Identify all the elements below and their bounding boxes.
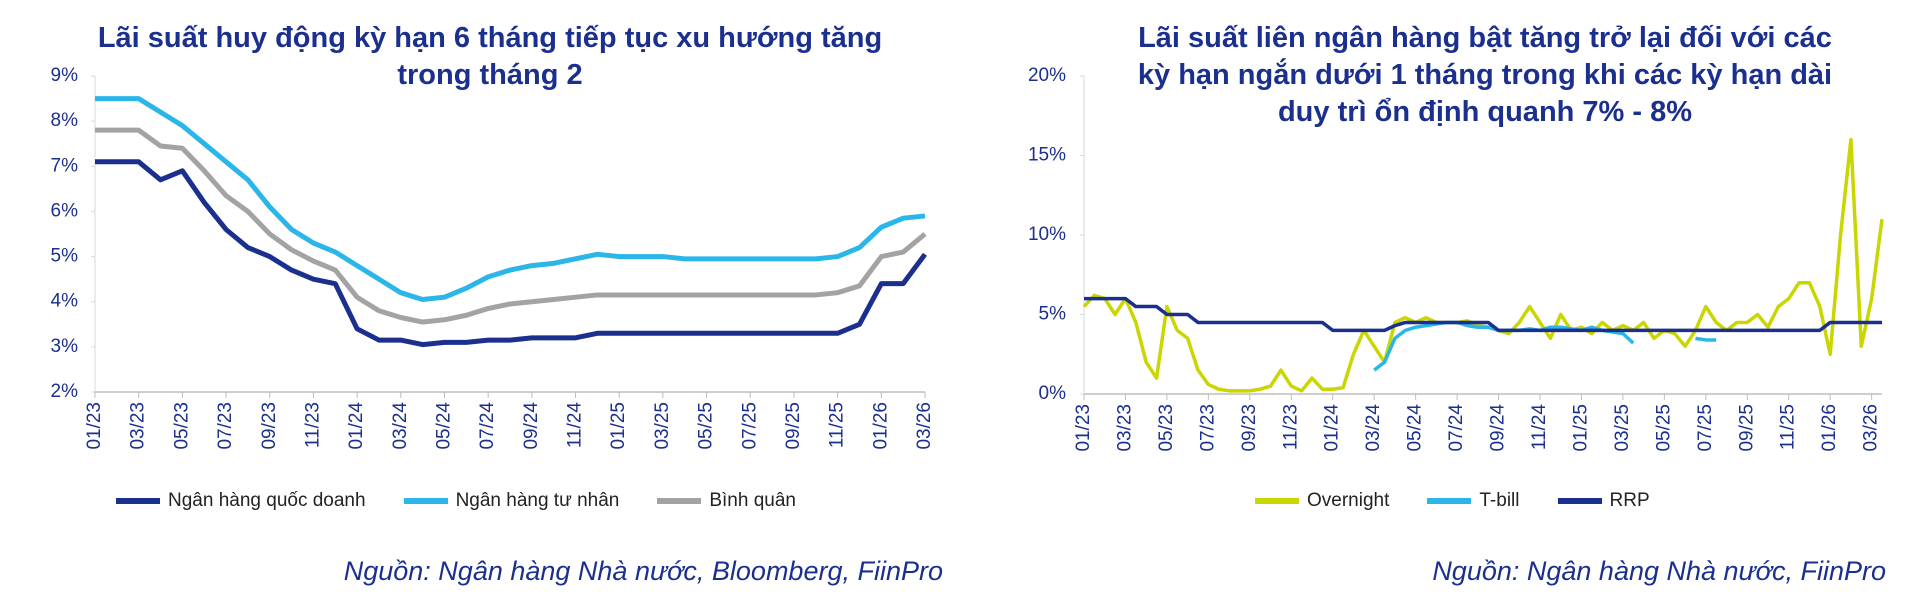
y-tick-label: 7% <box>51 155 79 176</box>
legend-swatch <box>1427 498 1472 504</box>
legend-item: Ngân hàng quốc doanh <box>116 490 366 512</box>
legend-swatch <box>1255 498 1299 504</box>
x-tick-label: 03/23 <box>128 402 149 450</box>
x-tick-label: 07/24 <box>1446 404 1467 452</box>
legend: Ngân hàng quốc doanh Ngân hàng tư nhân Bìn… <box>116 490 796 512</box>
x-tick-label: 05/23 <box>1156 404 1177 452</box>
legend-swatch <box>403 498 448 504</box>
x-tick-label: 03/26 <box>914 402 935 450</box>
x-tick-label: 03/25 <box>1612 404 1633 452</box>
x-tick-label: 07/25 <box>1695 404 1716 452</box>
y-tick-label: 4% <box>51 291 79 312</box>
x-tick-label: 09/25 <box>783 402 804 450</box>
x-tick-label: 07/23 <box>215 402 236 450</box>
legend-item: Ngân hàng tư nhân <box>403 490 620 512</box>
chart-title: Lãi suất huy động kỳ hạn 6 tháng tiếp tụ… <box>97 22 883 91</box>
x-tick-label: 01/25 <box>1570 404 1591 452</box>
x-tick-label: 05/24 <box>433 402 454 450</box>
y-tick-label: 20% <box>1028 65 1066 86</box>
x-tick-label: 05/25 <box>696 402 717 450</box>
legend-label: T-bill <box>1479 490 1520 511</box>
series-line <box>95 127 927 325</box>
x-tick-label: 03/25 <box>652 402 673 450</box>
y-tick-label: 5% <box>1039 304 1067 325</box>
x-tick-label: 03/23 <box>1114 404 1135 452</box>
x-tick-label: 05/23 <box>171 402 192 450</box>
x-tick-label: 07/25 <box>739 402 760 450</box>
x-tick-label: 09/23 <box>1239 404 1260 452</box>
source-note: Nguồn: Ngân hàng Nhà nước, Bloomberg, Fi… <box>343 556 943 586</box>
legend-item: Overnight <box>1255 490 1389 512</box>
x-tick-label: 05/24 <box>1405 404 1426 452</box>
legend-label: Overnight <box>1307 490 1390 511</box>
series-line <box>95 159 928 348</box>
x-tick-label: 03/26 <box>1861 404 1882 452</box>
x-tick-label: 01/26 <box>870 402 891 450</box>
x-tick-label: 09/23 <box>259 402 280 450</box>
legend-item: RRP <box>1557 490 1650 512</box>
x-tick-label: 09/25 <box>1736 404 1757 452</box>
y-tick-label: 8% <box>51 110 79 131</box>
x-tick-label: 01/23 <box>1073 404 1094 452</box>
series-line <box>1082 137 1884 393</box>
x-tick-label: 01/24 <box>346 402 367 450</box>
x-tick-label: 03/24 <box>1363 404 1384 452</box>
legend-swatch <box>1557 498 1602 504</box>
legend-label: RRP <box>1609 490 1650 511</box>
x-tick-label: 07/24 <box>477 402 498 450</box>
x-tick-label: 09/24 <box>521 402 542 450</box>
y-tick-label: 15% <box>1028 145 1066 166</box>
legend: Overnight T-bill RRP <box>1255 490 1650 512</box>
legend-item: Bình quân <box>657 490 796 512</box>
series-line <box>1084 296 1882 333</box>
x-tick-label: 05/25 <box>1653 404 1674 452</box>
x-tick-label: 09/24 <box>1488 404 1509 452</box>
x-tick-label: 03/24 <box>390 402 411 450</box>
y-tick-label: 0% <box>1039 383 1067 404</box>
x-tick-label: 11/23 <box>302 402 323 448</box>
legend-label: Bình quân <box>709 490 796 511</box>
legend-label: Ngân hàng tư nhân <box>455 490 620 511</box>
x-tick-label: 11/25 <box>827 402 848 448</box>
y-tick-label: 5% <box>51 246 79 267</box>
x-tick-label: 11/24 <box>1529 404 1550 451</box>
x-tick-label: 07/23 <box>1197 404 1218 452</box>
x-tick-label: 01/26 <box>1819 404 1840 452</box>
x-tick-label: 11/24 <box>565 402 586 449</box>
legend-swatch <box>116 498 160 504</box>
x-tick-label: 11/25 <box>1778 404 1799 450</box>
y-tick-label: 3% <box>51 336 79 357</box>
x-tick-label: 01/23 <box>84 402 105 450</box>
y-tick-label: 2% <box>51 381 79 402</box>
x-tick-label: 11/23 <box>1280 404 1301 450</box>
x-tick-label: 01/24 <box>1322 404 1343 452</box>
x-tick-label: 01/25 <box>608 402 629 450</box>
source-note: Nguồn: Ngân hàng Nhà nước, FiinPro <box>1432 556 1886 586</box>
legend-swatch <box>657 498 702 504</box>
chart-title: Lãi suất liên ngân hàng bật tăng trở lại… <box>1137 22 1833 128</box>
legend-label: Ngân hàng quốc doanh <box>168 490 366 511</box>
y-tick-label: 9% <box>51 65 79 86</box>
legend-item: T-bill <box>1427 490 1520 512</box>
y-tick-label: 10% <box>1028 224 1066 245</box>
y-tick-label: 6% <box>51 200 79 221</box>
series-line <box>95 96 926 302</box>
